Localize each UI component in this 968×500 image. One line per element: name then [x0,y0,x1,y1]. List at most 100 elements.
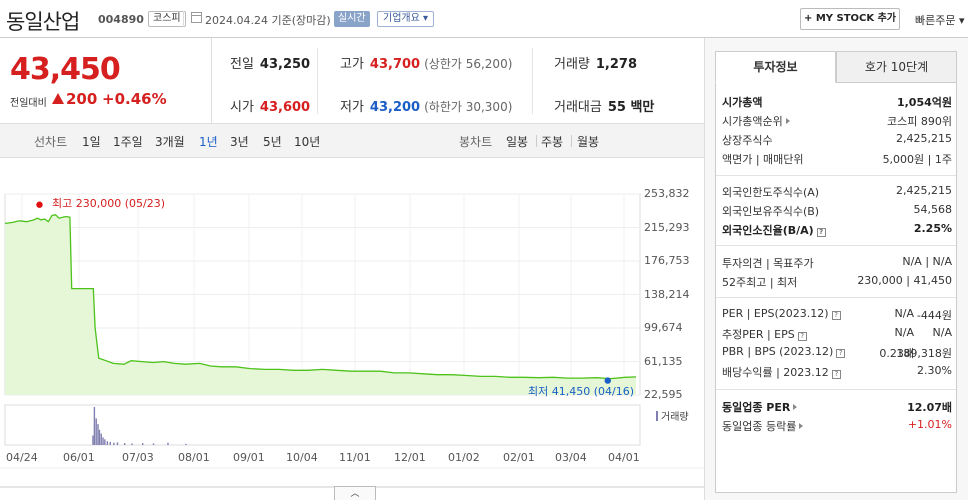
w52-value: 230,000 | 41,450 [857,274,952,287]
volume-bar [116,442,119,445]
price-change-percent: +0.46% [102,90,167,108]
up-triangle-icon [52,93,64,104]
est-eps-value: N/A [932,326,952,339]
tab-1d[interactable]: 1일 [82,135,101,149]
x-tick-label: 06/01 [63,451,95,464]
face-label: 액면가 | 매매단위 [722,153,804,166]
x-tick-label: 09/01 [233,451,265,464]
face-value: 5,000원 | 1주 [882,153,952,166]
divider [716,245,956,246]
realtime-button[interactable]: 실시간 [334,11,370,27]
x-tick-label: 07/03 [122,451,154,464]
tab-1y[interactable]: 1년 [199,135,218,149]
help-icon[interactable]: ? [797,332,807,341]
x-tick-label: 08/01 [178,451,210,464]
tab-weekly[interactable]: 주봉 [541,135,564,149]
low-annotation: 최저 41,450 (04/16) [528,385,635,398]
volume-bar [95,418,97,445]
volume-bar [131,443,133,445]
prev-close: 전일 43,250 [230,53,310,72]
high-value: 43,700 [369,57,421,72]
row-foreign-limit: 외국인한도주식수(A) 2,425,215 [722,184,952,200]
prev-close-label: 전일 [230,57,254,72]
foreign-hold-label: 외국인보유주식수(B) [722,205,820,218]
tab-monthly[interactable]: 월봉 [577,135,600,149]
bps-value: 189,318원 [896,347,952,360]
divider [532,48,533,114]
volume-bar [113,442,115,445]
tab-3m[interactable]: 3개월 [155,135,185,149]
eps-value: -444원 [916,309,952,322]
quote-grid: 전일 43,250 고가 43,700 (상한가 56,200) 거래량 1,278 시… [212,38,704,124]
company-overview-dropdown[interactable]: 기업개요 ▾ [377,11,434,27]
row-pbr: PBR | BPS (2023.12)? 0.23배 189,318원 [722,345,952,361]
divider [716,175,956,176]
price-area [5,214,636,395]
x-tick-label: 02/01 [503,451,535,464]
y-tick-label: 176,753 [644,254,690,267]
volume-bar [97,424,99,445]
help-icon[interactable]: ? [816,228,826,237]
opinion-label: 투자의견 | 목표주가 [722,257,814,270]
x-tick-label: 10/04 [286,451,318,464]
x-tick-label: 01/02 [448,451,480,464]
row-per: PER | EPS(2023.12)? N/A -444원 [722,307,952,323]
stock-code: 004890 [98,13,144,26]
y-tick-label: 138,214 [644,287,690,301]
low-label: 저가 [340,100,364,115]
volume-bar [104,439,106,445]
tab-investment-info[interactable]: 투자정보 [715,51,836,83]
market-cap-rank-label[interactable]: 시가총액순위 [722,113,790,129]
tab-5y[interactable]: 5년 [263,135,282,149]
help-icon[interactable]: ? [836,349,846,358]
foreign-ratio-value: 2.25% [913,222,952,235]
x-tick-label: 04/01 [608,451,640,464]
quote-date: 2024.04.24 기준(장마감) [205,14,331,27]
industry-rate-label[interactable]: 동일업종 등락률 [722,418,804,434]
low-value: 43,200 [369,100,421,115]
industry-per-label[interactable]: 동일업종 PER [722,399,798,415]
per-value: N/A [894,307,914,320]
row-industry-rate: 동일업종 등락률 +1.01% [722,418,952,434]
volume-bar [167,442,169,445]
row-market-cap-rank: 시가총액순위 코스피 890위 [722,113,952,129]
amount-value: 55 백만 [607,100,655,115]
price-line [4,213,637,380]
foreign-ratio-text: 외국인소진율(B/A) [722,224,814,237]
tab-1w[interactable]: 1주일 [113,135,143,149]
industry-rate-text: 동일업종 등락률 [722,420,797,433]
lower-limit: (하한가 30,300) [424,100,513,114]
day-low: 저가 43,200 (하한가 30,300) [340,96,512,115]
candle-chart-label: 봉차트 [459,135,493,149]
volume-legend: 거래량 [656,408,689,423]
row-shares: 상장주식수 2,425,215 [722,132,952,148]
tab-hoga-10[interactable]: 호가 10단계 [836,51,957,83]
collapse-chart-button[interactable]: ︿ [334,486,376,500]
opinion-value: N/A | N/A [902,255,952,268]
industry-per-value: 12.07배 [907,401,952,414]
divider [716,389,956,390]
volume-bar [142,443,144,445]
prev-close-value: 43,250 [259,57,311,72]
quick-order-dropdown[interactable]: 빠른주문 ▾ [915,14,965,27]
volume-bar [152,443,155,445]
help-icon[interactable]: ? [831,311,841,320]
tab-3y[interactable]: 3년 [230,135,249,149]
tab-daily[interactable]: 일봉 [506,135,529,149]
arrow-right-icon [785,118,790,124]
row-foreign-hold: 외국인보유주식수(B) 54,568 [722,203,952,219]
my-stock-add-button[interactable]: + MY STOCK 추가 [800,8,900,30]
volume-value: 1,278 [595,57,638,72]
row-dividend: 배당수익률 | 2023.12? 2.30% [722,364,952,380]
current-price: 43,450 [10,52,121,87]
market-cap-label: 시가총액 [722,96,763,109]
est-per-value: N/A [894,326,914,339]
low-marker [604,377,611,384]
x-tick-label: 12/01 [394,451,426,464]
price-chart[interactable]: 253,832 215,293 176,753 138,214 99,674 61,135… [0,158,704,500]
volume: 거래량 1,278 [554,53,637,72]
help-icon[interactable]: ? [831,370,841,379]
foreign-hold-value: 54,568 [913,203,953,216]
dividend-label: 배당수익률 | 2023.12? [722,364,841,380]
tab-10y[interactable]: 10년 [294,135,321,149]
